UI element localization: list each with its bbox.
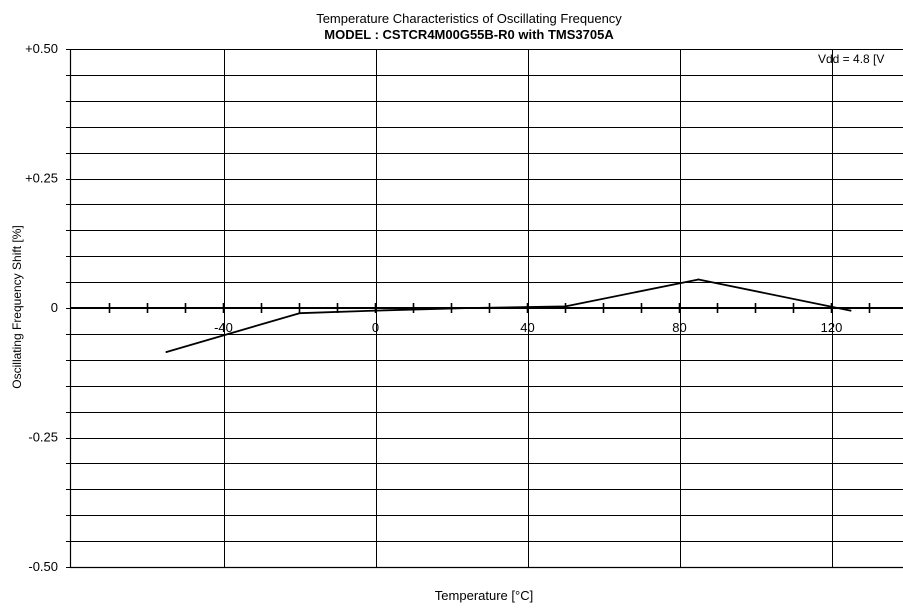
x-tick-label: -40 [214, 320, 233, 335]
y-tick-label: -0.50 [28, 559, 58, 574]
data-point [469, 307, 472, 309]
x-axis-label: Temperature [°C] [434, 588, 534, 603]
data-point [564, 305, 567, 308]
data-point [697, 278, 700, 281]
y-tick-label: +0.50 [25, 41, 58, 56]
data-point [849, 309, 852, 312]
x-tick-label: 80 [672, 320, 686, 335]
data-point [374, 309, 377, 312]
x-tick-label: 120 [821, 320, 843, 335]
chart-subtitle: MODEL : CSTCR4M00G55B-R0 with TMS3705A [324, 27, 614, 42]
series-line [166, 278, 851, 353]
y-tick-label: 0 [51, 300, 58, 315]
y-tick-label: +0.25 [25, 171, 58, 186]
x-tick-label: 40 [520, 320, 534, 335]
y-axis-label: Oscillating Frequency Shift [%] [10, 225, 24, 389]
chart-title: Temperature Characteristics of Oscillati… [316, 11, 622, 26]
y-tick-label: -0.25 [28, 430, 58, 445]
condition-annotation: Vdd = 4.8 [V [818, 52, 885, 66]
x-tick-label: 0 [372, 320, 379, 335]
data-point [298, 312, 301, 315]
data-point [165, 351, 168, 354]
